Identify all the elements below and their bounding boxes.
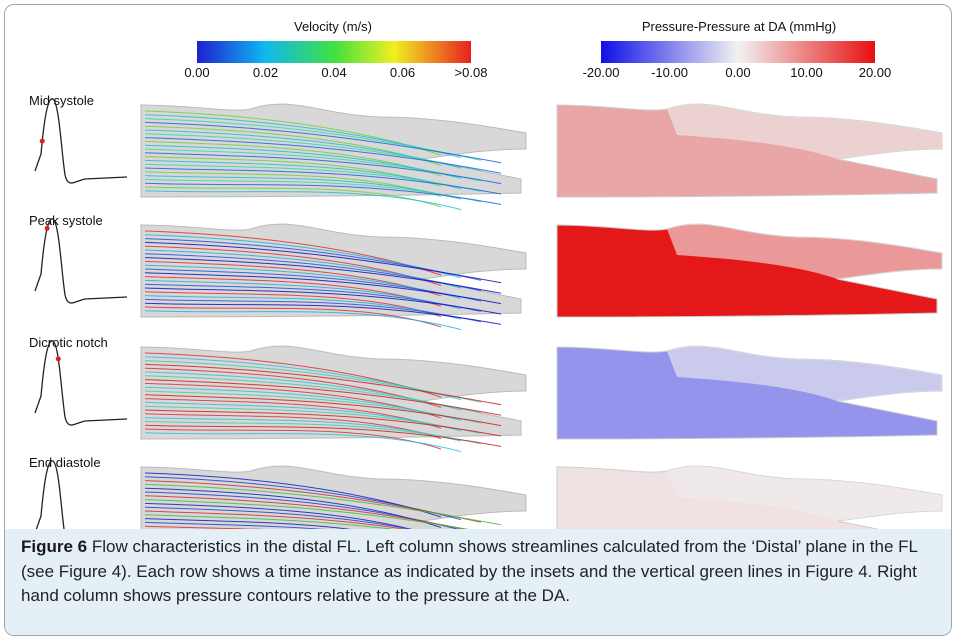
streamline (144, 163, 482, 192)
velocity-vessel (140, 465, 527, 573)
streamline (144, 394, 502, 427)
streamline (144, 253, 482, 292)
figure: Velocity (m/s) Pressure-Pressure at DA (… (4, 4, 952, 636)
streamline (144, 295, 462, 320)
streamline (144, 417, 462, 442)
streamline (144, 428, 442, 450)
streamline (144, 302, 502, 325)
streamline (144, 363, 502, 406)
streamline (144, 306, 442, 328)
velocity-tick: >0.08 (455, 65, 488, 80)
row-label: Dicrotic notch (29, 335, 108, 350)
velocity-colorbar (197, 41, 471, 63)
streamline (144, 379, 502, 416)
time-marker (44, 225, 50, 231)
row: Dicrotic notch (29, 335, 943, 453)
pressure-colorbar (601, 41, 875, 63)
pressure-tick: 0.00 (725, 65, 750, 80)
pressure-tick: -10.00 (651, 65, 688, 80)
velocity-vessel (140, 345, 527, 453)
streamline (144, 432, 462, 453)
streamline (144, 401, 462, 432)
row: Mid systole (29, 93, 943, 211)
pressure-vessel (556, 465, 943, 560)
row-label: Peak systole (29, 213, 103, 228)
velocity-vessel (140, 223, 527, 331)
caption-text: Flow characteristics in the distal FL. L… (21, 537, 918, 605)
streamline (144, 405, 482, 434)
streamline (144, 178, 482, 203)
waveform (34, 98, 128, 184)
streamline (144, 310, 462, 331)
velocity-vessel (140, 103, 527, 211)
streamline (144, 186, 442, 208)
streamline (144, 287, 502, 315)
streamline (144, 257, 502, 294)
pressure-tick: 10.00 (790, 65, 823, 80)
streamline (144, 159, 462, 190)
streamline (144, 420, 482, 445)
streamline (144, 283, 482, 312)
streamline (144, 499, 502, 536)
streamline (144, 152, 502, 185)
velocity-tick: 0.02 (253, 65, 278, 80)
pressure-tick: -20.00 (583, 65, 620, 80)
velocity-title: Velocity (m/s) (294, 19, 372, 34)
streamline (144, 268, 482, 302)
caption-label: Figure 6 (21, 537, 88, 556)
row-label: End diastole (29, 455, 101, 470)
caption: Figure 6 Flow characteristics in the dis… (5, 529, 951, 635)
streamline (144, 182, 502, 205)
streamline (144, 241, 502, 284)
vessel-branch (667, 466, 942, 521)
streamline (144, 133, 482, 172)
waveform (34, 340, 128, 426)
streamline (144, 167, 502, 195)
streamline (144, 190, 462, 211)
streamline (144, 175, 462, 200)
time-marker (39, 138, 45, 144)
streamline (144, 121, 502, 164)
waveform (34, 218, 128, 304)
streamline (144, 279, 462, 310)
velocity-tick: 0.00 (184, 65, 209, 80)
vessel-branch (667, 346, 942, 401)
time-marker (55, 356, 61, 362)
velocity-tick: 0.04 (321, 65, 346, 80)
streamline (144, 495, 482, 534)
pressure-tick: 20.00 (859, 65, 892, 80)
streamline (144, 424, 502, 447)
pressure-vessel (556, 223, 943, 318)
pressure-vessel (556, 103, 943, 198)
streamline (144, 298, 482, 323)
streamline (144, 148, 482, 182)
waveform (34, 460, 128, 546)
row: End diastole (29, 455, 943, 573)
row: Peak systole (29, 213, 943, 331)
vessel-branch (667, 224, 942, 279)
velocity-tick: 0.06 (390, 65, 415, 80)
streamline (144, 409, 502, 437)
streamline (144, 272, 502, 305)
pressure-vessel (556, 345, 943, 440)
vessel-branch (667, 104, 942, 159)
figure-graphic: Velocity (m/s) Pressure-Pressure at DA (… (29, 19, 943, 573)
streamline (144, 390, 482, 424)
row-label: Mid systole (29, 93, 94, 108)
streamline (144, 137, 502, 174)
pressure-title: Pressure-Pressure at DA (mmHg) (642, 19, 836, 34)
streamline (144, 375, 482, 414)
streamline (144, 483, 502, 526)
